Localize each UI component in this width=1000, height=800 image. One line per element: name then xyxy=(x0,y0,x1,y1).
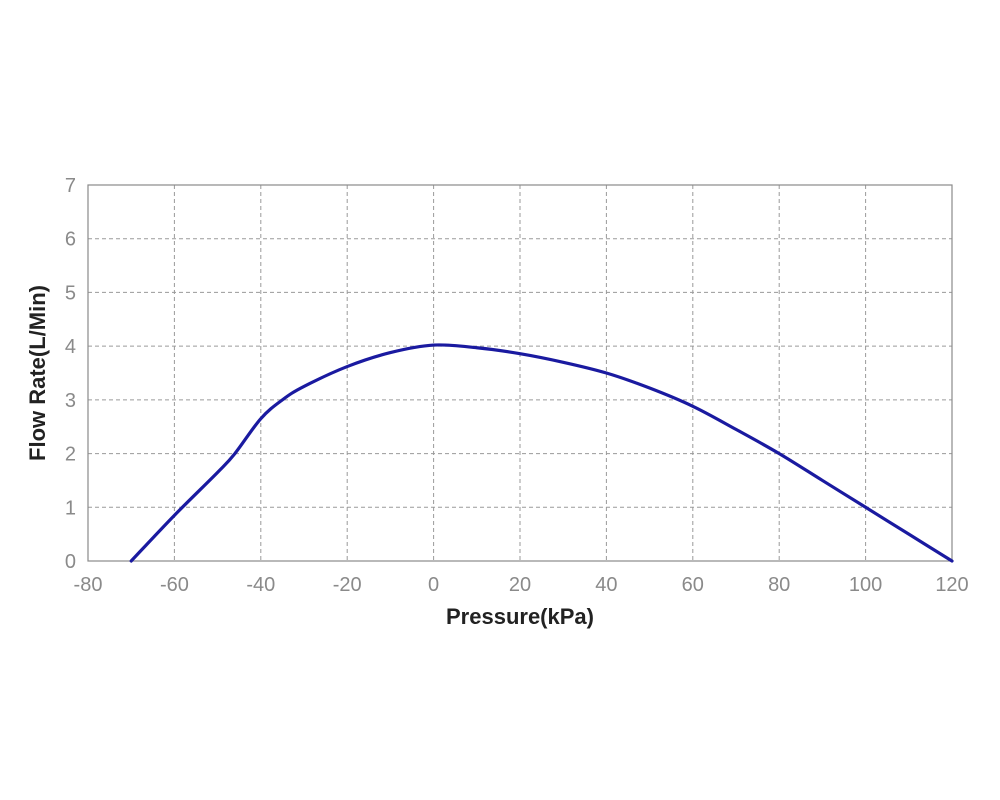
x-tick-labels: -80 -60 -40 -20 0 20 40 60 80 100 120 xyxy=(74,574,969,596)
y-tick-label: 7 xyxy=(65,175,76,197)
x-tick-label: 20 xyxy=(509,574,531,596)
y-axis-title: Flow Rate(L/Min) xyxy=(25,285,50,461)
x-tick-label: -60 xyxy=(160,574,189,596)
x-tick-label: -80 xyxy=(74,574,103,596)
plot-frame xyxy=(87,184,953,562)
y-tick-label: 3 xyxy=(65,390,76,412)
y-tick-labels: 0 1 2 3 4 5 6 7 xyxy=(65,175,76,573)
x-tick-label: 0 xyxy=(428,574,439,596)
y-tick-label: 5 xyxy=(65,282,76,304)
x-tick-label: 40 xyxy=(595,574,617,596)
x-axis-title: Pressure(kPa) xyxy=(446,604,594,629)
y-tick-label: 1 xyxy=(65,497,76,519)
y-tick-label: 2 xyxy=(65,444,76,466)
x-tick-label: 120 xyxy=(935,574,968,596)
y-tick-label: 4 xyxy=(65,336,76,358)
y-tick-label: 0 xyxy=(65,551,76,573)
x-tick-label: -20 xyxy=(333,574,362,596)
y-tick-label: 6 xyxy=(65,229,76,251)
series-layer xyxy=(129,343,954,563)
grid xyxy=(88,185,952,561)
x-tick-label: 60 xyxy=(682,574,704,596)
x-tick-label: 80 xyxy=(768,574,790,596)
x-tick-label: -40 xyxy=(246,574,275,596)
flow-rate-line xyxy=(129,343,954,563)
x-tick-label: 100 xyxy=(849,574,882,596)
